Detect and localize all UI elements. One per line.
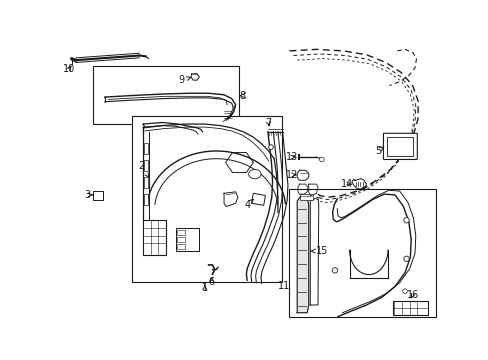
Bar [251,193,265,205]
Bar [93,66,239,124]
Circle shape [402,289,407,293]
Bar [143,194,147,205]
Bar [177,244,184,249]
Text: 9: 9 [178,75,190,85]
Text: 12: 12 [286,170,298,180]
Bar [177,237,184,242]
Text: 2: 2 [138,161,148,177]
Text: 1: 1 [202,283,207,293]
Bar [143,177,147,188]
Text: 16: 16 [406,290,418,300]
Bar [386,137,413,156]
Bar [143,220,166,255]
Text: 8: 8 [239,91,245,100]
Bar [93,191,103,199]
Text: 3: 3 [84,190,93,200]
Bar [131,116,281,282]
Text: 13: 13 [285,152,297,162]
Bar [143,160,147,171]
Ellipse shape [248,170,261,179]
Text: 14: 14 [341,179,353,189]
Text: 11: 11 [277,281,290,291]
Bar [299,194,313,200]
Bar [176,228,199,251]
Circle shape [319,157,324,162]
FancyBboxPatch shape [383,133,416,159]
Bar [177,230,184,235]
Text: 6: 6 [208,277,214,287]
Circle shape [403,256,408,261]
Circle shape [331,267,337,273]
Polygon shape [297,195,308,313]
Bar [143,143,147,154]
Text: 4: 4 [244,199,253,210]
Bar [289,189,435,316]
Text: 7: 7 [265,117,271,127]
Text: 5: 5 [374,146,383,156]
Bar [393,301,427,315]
Circle shape [268,145,273,149]
Circle shape [403,217,408,223]
Text: 10: 10 [63,64,75,73]
Text: 15: 15 [310,246,328,256]
